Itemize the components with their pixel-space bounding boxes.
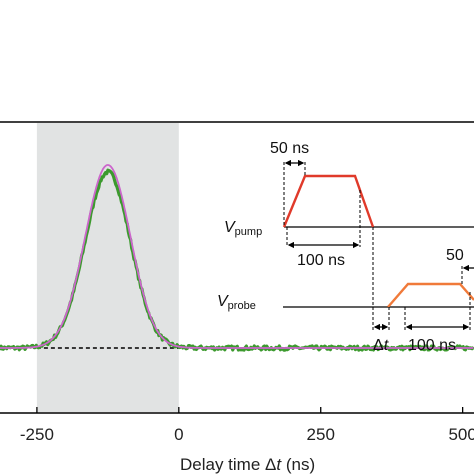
probe-width-label: 100 ns [408, 337, 456, 354]
x-axis-title-prefix: Delay time [180, 455, 265, 474]
pump-label-sub: pump [235, 226, 263, 238]
x-axis-title: Delay time Δt (ns) [180, 455, 315, 474]
x-axis-title-unit: (ns) [281, 455, 315, 474]
pump-width-label: 100 ns [297, 252, 345, 269]
inset-timing-diagram: Vpump 50 ns 100 ns Vprobe 50 Δt 100 ns [217, 140, 474, 354]
delay-label-var: t [384, 337, 389, 354]
probe-label: Vprobe [217, 293, 256, 312]
pump-rise-label: 50 ns [270, 140, 309, 157]
x-axis-title-delta: Δ [265, 455, 276, 474]
probe-rise-label: 50 [446, 247, 464, 264]
pump-label-main: V [224, 219, 236, 236]
probe-label-main: V [217, 293, 229, 310]
pump-label: Vpump [224, 219, 262, 238]
series-fit [0, 164, 474, 349]
delay-label-delta: Δ [373, 337, 384, 354]
probe-label-sub: probe [228, 300, 256, 312]
x-tick-label: -250 [20, 425, 54, 444]
x-ticks [36, 407, 464, 413]
x-tick-label: 500 [448, 425, 474, 444]
shaded-region [36, 123, 179, 412]
x-tick-label: 250 [307, 425, 335, 444]
probe-pulse [387, 282, 474, 308]
x-tick-labels: -250 0 250 500 [20, 425, 474, 444]
x-tick-label: 0 [174, 425, 183, 444]
x-axis-title-var: t [276, 455, 282, 474]
pump-pulse [282, 174, 375, 228]
delay-label: Δt [373, 337, 389, 354]
